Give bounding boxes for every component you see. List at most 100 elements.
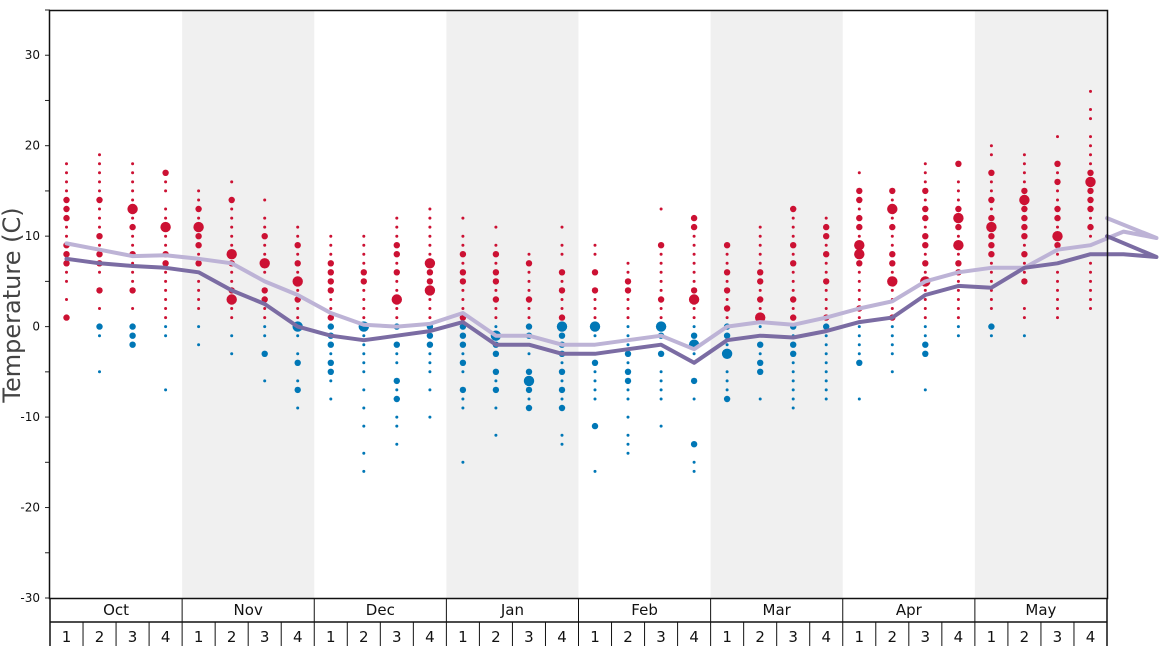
temperature-point	[63, 260, 70, 267]
temperature-point	[393, 395, 400, 403]
temperature-point	[558, 332, 566, 339]
week-label: 3	[128, 628, 138, 646]
temperature-point	[890, 198, 894, 202]
temperature-point	[887, 203, 898, 215]
temperature-point	[890, 352, 894, 356]
temperature-point	[525, 323, 533, 330]
temperature-point	[428, 234, 432, 238]
temperature-point	[131, 162, 135, 166]
temperature-point	[426, 269, 434, 276]
temperature-point	[758, 234, 762, 238]
week-label: 2	[623, 628, 633, 646]
temperature-point	[193, 221, 204, 233]
temperature-point	[459, 359, 467, 366]
temperature-point	[690, 377, 698, 385]
y-tick-label: -30	[20, 591, 40, 605]
temperature-point	[494, 316, 498, 320]
temperature-point	[63, 314, 70, 321]
temperature-point	[624, 350, 632, 357]
temperature-point	[657, 242, 665, 249]
temperature-point	[428, 352, 432, 356]
temperature-point	[791, 388, 795, 392]
temperature-point	[659, 379, 663, 383]
temperature-point	[160, 221, 171, 233]
temperature-point	[989, 144, 993, 148]
temperature-point	[127, 203, 138, 215]
temperature-point	[823, 323, 830, 330]
temperature-point	[131, 243, 135, 247]
temperature-point	[131, 171, 135, 175]
temperature-point	[327, 359, 334, 366]
temperature-point	[823, 251, 830, 258]
temperature-point	[261, 350, 268, 357]
temperature-point	[692, 469, 696, 473]
week-label: 4	[557, 628, 567, 646]
temperature-point	[1056, 298, 1059, 301]
temperature-point	[856, 196, 863, 204]
temperature-point	[261, 296, 268, 303]
temperature-point	[197, 252, 201, 256]
temperature-point	[329, 379, 333, 383]
temperature-point	[790, 296, 797, 303]
temperature-point	[424, 258, 436, 269]
temperature-point	[98, 270, 101, 274]
temperature-point	[823, 223, 830, 231]
temperature-point	[857, 334, 861, 338]
temperature-point	[296, 352, 300, 356]
temperature-point	[956, 334, 960, 338]
temperature-point	[791, 307, 795, 310]
temperature-point	[856, 223, 863, 231]
temperature-point	[791, 361, 795, 365]
temperature-point	[591, 269, 599, 276]
temperature-point	[956, 316, 960, 320]
temperature-point	[692, 261, 696, 265]
temperature-point	[758, 352, 762, 356]
temperature-point	[690, 223, 698, 231]
temperature-point	[922, 242, 929, 249]
temperature-point	[461, 370, 465, 374]
temperature-point	[953, 240, 964, 251]
temperature-point	[1021, 187, 1028, 195]
temperature-point	[758, 288, 762, 292]
temperature-point	[195, 260, 202, 267]
temperature-point	[98, 180, 101, 184]
plot-frame	[48, 9, 1109, 600]
week-label: 3	[1053, 628, 1063, 646]
temperature-point	[461, 352, 465, 356]
temperature-point	[1021, 223, 1028, 231]
temperature-point	[98, 243, 101, 247]
temperature-point	[560, 433, 564, 437]
temperature-point	[327, 278, 334, 285]
temperature-point	[492, 251, 500, 258]
temperature-point	[1087, 205, 1094, 213]
temperature-point	[857, 288, 861, 292]
temperature-point	[494, 406, 498, 410]
temperature-point	[362, 234, 366, 238]
temperature-point	[989, 270, 993, 274]
temperature-point	[823, 233, 830, 240]
temperature-point	[395, 307, 399, 310]
temperature-point	[525, 368, 533, 375]
week-label: 1	[854, 628, 864, 646]
temperature-point	[1021, 233, 1028, 240]
temperature-point	[593, 316, 597, 320]
temperature-point	[692, 279, 696, 283]
temperature-point	[624, 377, 632, 385]
temperature-point	[890, 288, 894, 292]
temperature-point	[1089, 117, 1092, 121]
month-shade	[446, 10, 579, 598]
week-label: 3	[788, 628, 798, 646]
temperature-point	[525, 404, 533, 412]
temperature-point	[162, 169, 169, 176]
temperature-point	[922, 260, 929, 267]
week-label: 4	[821, 628, 831, 646]
temperature-point	[758, 325, 762, 329]
temperature-point	[362, 370, 366, 374]
temperature-point	[889, 260, 896, 267]
y-tick-label: 20	[25, 139, 40, 153]
month-shading	[182, 10, 1107, 598]
temperature-point	[197, 198, 201, 202]
temperature-point	[98, 171, 101, 175]
temperature-point	[923, 316, 927, 320]
temperature-point	[395, 261, 399, 265]
